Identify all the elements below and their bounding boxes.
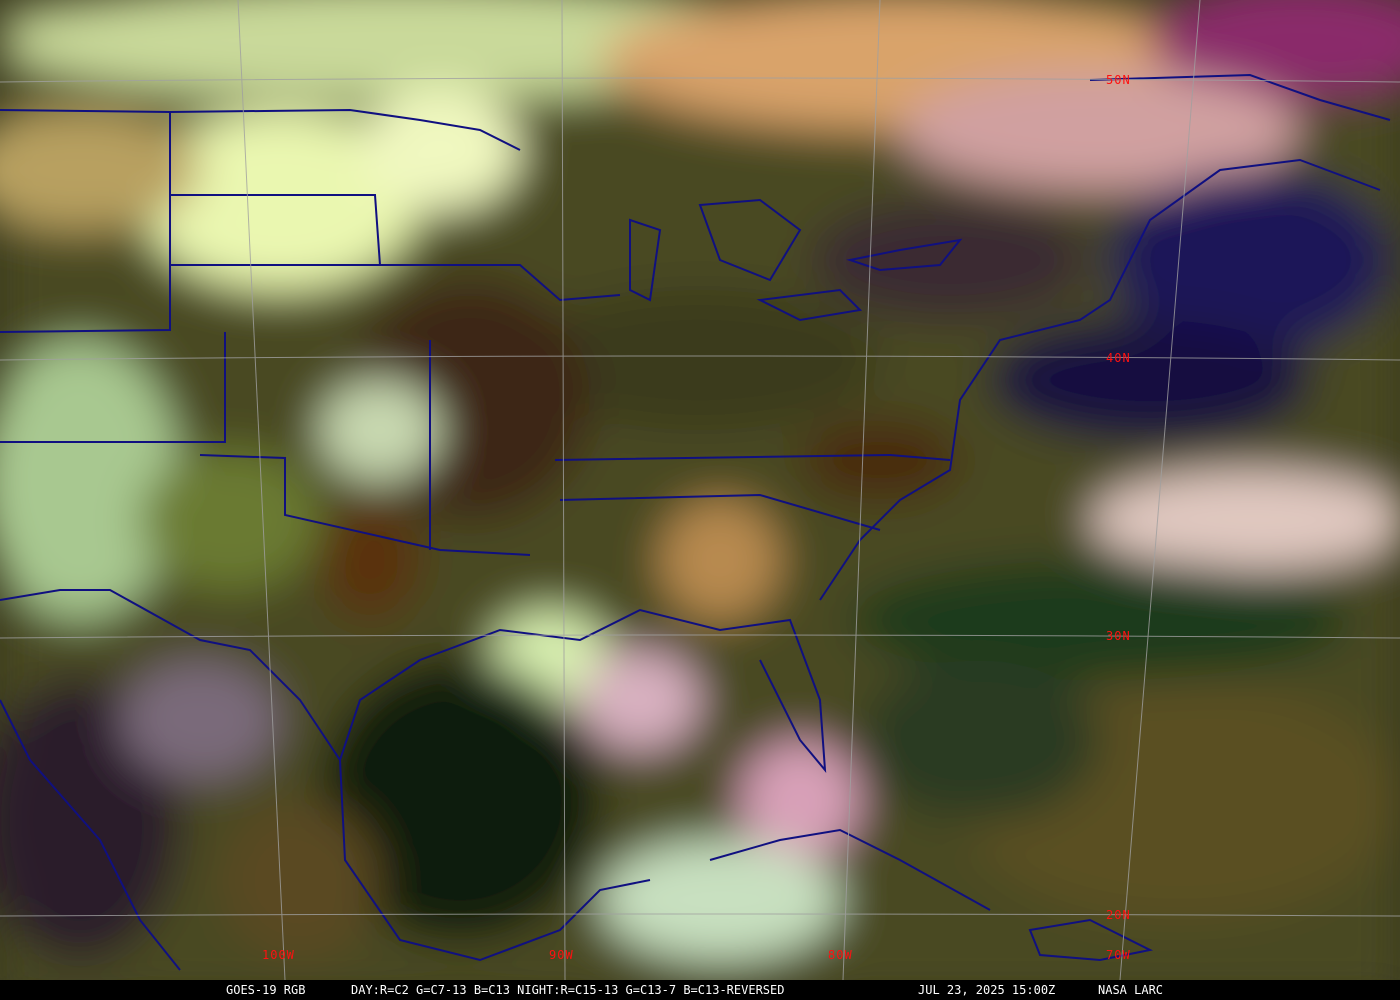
credit: NASA LARC	[1098, 983, 1164, 997]
lon-label-80w: 80W	[828, 948, 853, 962]
satellite-name: GOES-19 RGB	[226, 983, 306, 997]
grid-line-30n	[0, 634, 1400, 639]
lon-label-100w: 100W	[262, 948, 295, 962]
lon-label-90w: 90W	[549, 948, 574, 962]
boundaries	[0, 73, 1391, 971]
rgb-recipe: DAY:R=C2 G=C7-13 B=C13 NIGHT:R=C15-13 G=…	[351, 983, 785, 997]
lat-label-50n: 50N	[1106, 73, 1131, 87]
caption-bar: GOES-19 RGB DAY:R=C2 G=C7-13 B=C13 NIGHT…	[0, 980, 1400, 1000]
timestamp: JUL 23, 2025 15:00Z	[918, 983, 1056, 997]
grid-line-40n	[0, 355, 1400, 361]
grid-line-20n	[0, 913, 1400, 917]
grid-line-80w	[842, 0, 881, 981]
lat-label-20n: 20N	[1106, 908, 1131, 922]
lat-label-30n: 30N	[1106, 629, 1131, 643]
grid-line-70w	[1119, 0, 1201, 981]
grid-line-100w	[237, 0, 286, 981]
grid-line-90w	[561, 0, 566, 981]
grid-line-50n	[0, 77, 1400, 83]
lon-label-70w: 70W	[1106, 948, 1131, 962]
lat-label-40n: 40N	[1106, 351, 1131, 365]
